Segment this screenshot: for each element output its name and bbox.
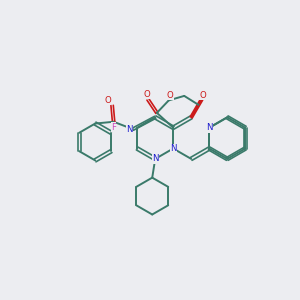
Text: F: F [111,123,116,132]
Text: N: N [152,154,158,164]
Text: O: O [200,91,206,100]
Text: O: O [167,91,173,100]
Text: O: O [143,90,150,99]
Text: N: N [126,125,133,134]
Text: O: O [104,96,111,105]
Text: N: N [170,144,176,153]
Text: N: N [206,123,212,132]
